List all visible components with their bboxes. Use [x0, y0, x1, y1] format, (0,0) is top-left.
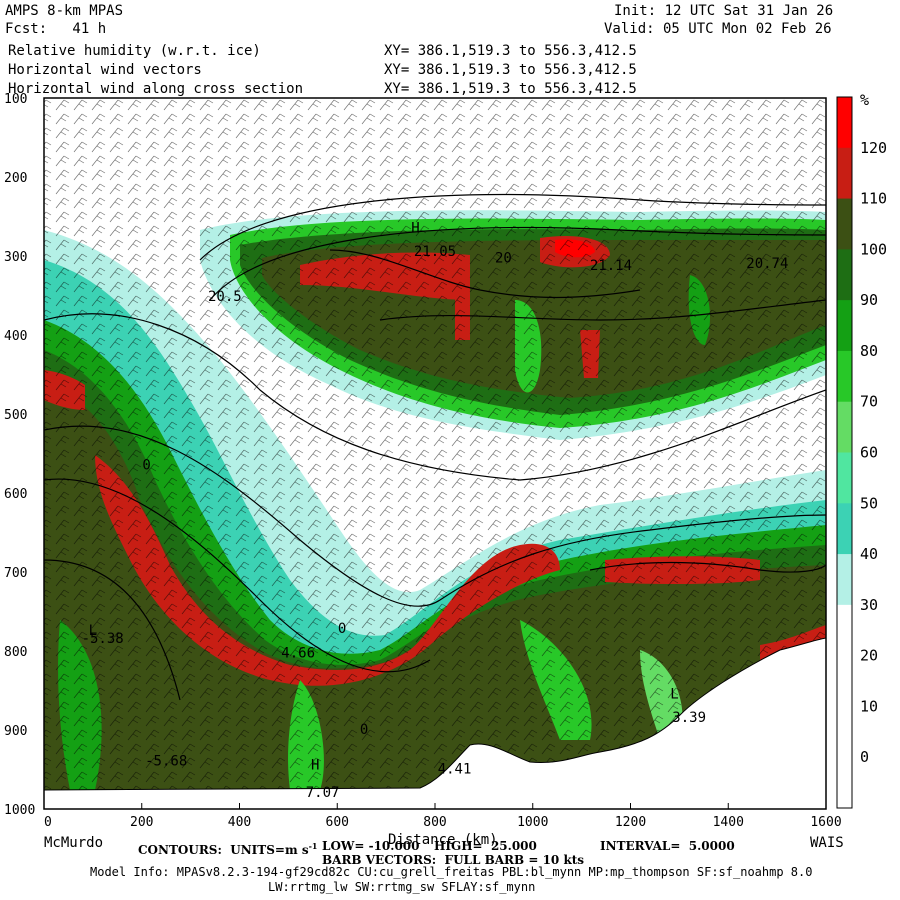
x-axis-title: Distance (km)	[388, 832, 498, 848]
colorbar-level-label: 30	[860, 596, 878, 614]
field-xy-2: XY= 386.1,519.3 to 556.3,412.5	[384, 62, 637, 78]
colorbar-level-label: 40	[860, 545, 878, 563]
wind-contours	[44, 193, 826, 701]
colorbar-level-label: 0	[860, 748, 869, 766]
contour-label: -5.68	[145, 754, 187, 770]
x-tick-label: 200	[130, 815, 153, 830]
init-time: Init: 12 UTC Sat 31 Jan 26	[614, 3, 834, 19]
colorbar-level-label: 90	[860, 291, 878, 309]
y-tick-label: 500	[4, 408, 27, 423]
colorbar-unit: %	[860, 91, 869, 109]
field-name-1: Relative humidity (w.r.t. ice)	[8, 43, 261, 59]
contour-label: H	[311, 758, 319, 774]
right-endpoint: WAIS	[810, 835, 844, 851]
contour-labels: 21.05 20 21.14 20.74 20.5 H 0 -5.38 4.66 0 0 -5.68 7…	[82, 220, 789, 801]
colorbar-swatch	[837, 604, 852, 657]
colorbar-swatch	[837, 300, 852, 352]
terrain	[44, 637, 826, 809]
x-tick-label: 1200	[615, 815, 646, 830]
colorbar-level-label: 100	[860, 240, 887, 258]
contour-label: 21.05	[414, 244, 456, 260]
y-tick-label: 800	[4, 645, 27, 660]
colorbar-swatch	[837, 503, 852, 555]
x-tick-label: 1000	[517, 815, 548, 830]
contour-label: 0	[142, 457, 150, 473]
colorbar-level-label: 70	[860, 393, 878, 411]
contours-label: CONTOURS: UNITS=m s	[138, 843, 309, 857]
colorbar-swatch	[837, 554, 852, 606]
x-tick-label: 1600	[810, 815, 841, 830]
y-tick-label: 200	[4, 171, 27, 186]
colorbar-swatch	[837, 350, 852, 403]
colorbar-level-label: 60	[860, 444, 878, 462]
contour-label: H	[411, 220, 419, 236]
colorbar-level-label: 80	[860, 342, 878, 360]
colorbar-swatch	[837, 198, 852, 250]
y-tick-label: 100	[4, 92, 27, 107]
contour-label: 4.41	[438, 761, 472, 777]
x-tick-label: 1400	[713, 815, 744, 830]
contour-label: 20	[495, 250, 512, 266]
rh-field	[44, 98, 826, 809]
contour-label: 21.14	[590, 258, 632, 274]
left-endpoint: McMurdo	[44, 835, 104, 851]
y-axis-ticks: 100 200 300 400 500 600 700 800 900 1000	[4, 92, 35, 818]
colorbar-frame	[836, 96, 853, 809]
model-info-line-2: LW:rrtmg_lw SW:rrtmg_sw SFLAY:sf_mynn	[268, 880, 536, 894]
contour-label: 0	[360, 722, 368, 738]
valid-time: Valid: 05 UTC Mon 02 Feb 26	[604, 21, 832, 37]
model-title: AMPS 8-km MPAS	[5, 3, 124, 19]
barb-legend: BARB VECTORS: FULL BARB = 10 kts	[322, 853, 585, 867]
colorbar-swatch	[837, 249, 852, 301]
contour-label: 4.66	[281, 645, 315, 661]
field-name-2: Horizontal wind vectors	[8, 62, 202, 78]
field-xy-3: XY= 386.1,519.3 to 556.3,412.5	[384, 81, 637, 97]
y-tick-label: 600	[4, 487, 27, 502]
contour-label: 3.39	[672, 710, 706, 726]
colorbar-swatch	[837, 97, 852, 149]
x-axis-ticks: 0 200 400 600 800 1000 1200 1400 1600	[43, 803, 842, 830]
y-tick-label: 400	[4, 329, 27, 344]
colorbar-swatch	[837, 655, 852, 707]
contour-low: LOW= -10.000	[322, 839, 420, 853]
contour-label: 7.07	[306, 785, 340, 801]
y-tick-label: 700	[4, 566, 27, 581]
field-name-3: Horizontal wind along cross section	[8, 81, 304, 97]
contour-label: 20.5	[208, 289, 242, 305]
contour-label: 20.74	[746, 256, 788, 272]
colorbar-level-label: 10	[860, 697, 878, 715]
contours-units-exponent: -1	[308, 841, 318, 851]
colorbar-swatch	[837, 401, 852, 453]
y-tick-label: 900	[4, 724, 27, 739]
colorbar-level-label: 20	[860, 647, 878, 665]
colorbar-swatch	[837, 757, 852, 809]
contour-interval: INTERVAL= 5.0000	[600, 839, 735, 853]
x-tick-label: 0	[44, 815, 52, 830]
x-tick-label: 800	[423, 815, 446, 830]
y-tick-label: 300	[4, 250, 27, 265]
contour-label: L	[670, 686, 678, 702]
x-tick-label: 400	[228, 815, 251, 830]
colorbar-level-label: 120	[860, 139, 887, 157]
contour-label: 0	[338, 621, 346, 637]
contour-label: -5.38	[82, 631, 124, 647]
colorbar-level-label: 50	[860, 494, 878, 512]
model-info-line-1: Model Info: MPASv8.2.3-194-gf29cd82c CU:…	[90, 865, 813, 879]
colorbar-swatch	[837, 147, 852, 200]
field-xy-1: XY= 386.1,519.3 to 556.3,412.5	[384, 43, 637, 59]
contour-high: HIGH= 25.000	[434, 839, 537, 853]
contours-units: CONTOURS: UNITS=m s-1	[138, 838, 317, 858]
y-tick-label: 1000	[4, 803, 35, 818]
x-tick-label: 600	[326, 815, 349, 830]
colorbar-swatch	[837, 706, 852, 758]
forecast-hour: Fcst: 41 h	[5, 21, 107, 37]
contour-label: L	[89, 623, 97, 639]
colorbar-level-label: 110	[860, 190, 887, 208]
colorbar-swatch	[837, 452, 852, 504]
